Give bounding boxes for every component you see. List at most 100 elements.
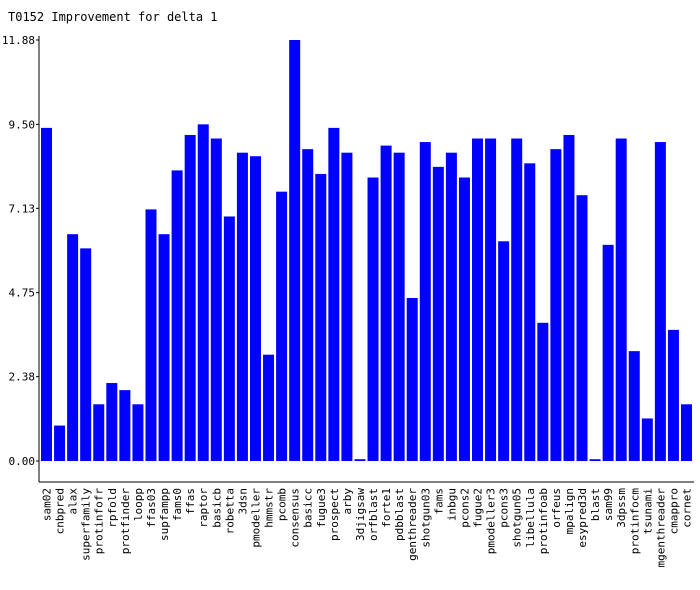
- bar-pdbblast: [393, 152, 405, 461]
- x-tick-label: orfblast: [367, 488, 380, 541]
- bar-pmodeller3: [485, 138, 497, 461]
- bars: [41, 40, 692, 462]
- y-tick-label: 9.50: [9, 118, 36, 131]
- x-tick-label: 3dpssm: [615, 488, 628, 528]
- bar-tsunami: [641, 418, 653, 461]
- bar-prospect: [328, 127, 340, 461]
- bar-3dpssm: [615, 138, 627, 461]
- x-tick-label: raptor: [197, 488, 210, 528]
- bar-supfampp: [158, 234, 170, 461]
- x-tick-label: rpfold: [106, 488, 119, 528]
- bar-pcons2: [458, 177, 470, 461]
- bar-pcons3: [498, 241, 510, 461]
- x-tick-label: alax: [67, 488, 80, 515]
- x-tick-label: supfampp: [158, 488, 171, 541]
- x-tick-label: pmodeller: [249, 488, 262, 548]
- x-tick-label: libellula: [524, 488, 537, 548]
- y-tick-label: 0.00: [9, 455, 36, 468]
- x-tick-label: pcomb: [276, 488, 289, 521]
- bar-genthreader: [406, 297, 418, 461]
- x-tick-label: protinfofr: [93, 488, 106, 555]
- bar-sam02: [41, 127, 52, 461]
- x-tick-label: mgenthreader: [654, 488, 667, 568]
- bar-orfblast: [367, 177, 379, 461]
- bar-shotgun03: [419, 142, 431, 461]
- x-tick-label: loopp: [132, 488, 145, 521]
- bar-hmmstr: [263, 354, 275, 461]
- y-tick-label: 7.13: [9, 202, 36, 215]
- x-tick-label: 3djigsaw: [354, 488, 367, 541]
- x-tick-label: consensus: [289, 488, 302, 548]
- bar-shotgun05: [511, 138, 523, 461]
- bar-pmodeller: [249, 156, 261, 461]
- x-tick-label: protinfocm: [628, 488, 641, 555]
- x-tick-label: pdbblast: [393, 488, 406, 541]
- x-tick-label: arby: [341, 488, 354, 515]
- bar-superfamily: [80, 248, 92, 461]
- bar-esypred3d: [576, 195, 588, 462]
- bar-basicb: [210, 138, 222, 461]
- x-tick-label: shotgun05: [511, 488, 524, 548]
- bar-loopp: [132, 404, 144, 461]
- x-tick-label: blast: [589, 488, 602, 521]
- bar-rpfold: [106, 383, 118, 461]
- chart-title: T0152 Improvement for delta 1: [8, 10, 218, 24]
- bar-inbgu: [445, 152, 457, 461]
- x-tick-label: esypred3d: [576, 488, 589, 548]
- bar-mpalign: [563, 134, 575, 461]
- x-tick-label: pcons2: [458, 488, 471, 528]
- x-tick-label: inbgu: [445, 488, 458, 521]
- bar-arby: [341, 152, 353, 461]
- x-tick-label: ffas: [184, 488, 197, 515]
- bar-alax: [67, 234, 79, 461]
- x-tick-label: prospect: [328, 488, 341, 541]
- bar-raptor: [197, 124, 209, 462]
- x-tick-label: cornet: [681, 488, 694, 528]
- x-tick-label: forte1: [380, 488, 393, 528]
- x-tick-label: pmodeller3: [485, 488, 498, 554]
- y-tick-label: 2.38: [9, 371, 36, 384]
- bar-protinfocm: [628, 351, 640, 461]
- x-tick-label: fugue2: [472, 488, 485, 528]
- x-tick-label: protinfoab: [537, 488, 550, 554]
- x-tick-label: protfinder: [119, 488, 132, 555]
- x-tick-label: sam02: [41, 488, 54, 521]
- x-tick-label: genthreader: [406, 488, 419, 561]
- bar-forte1: [380, 145, 392, 461]
- bar-consensus: [289, 40, 301, 461]
- bar-protinfofr: [93, 404, 105, 461]
- x-tick-label: 3dsn: [236, 488, 249, 515]
- y-axis-ticks: 0.00 2.38 4.75 7.13 9.50 11.88: [2, 34, 39, 468]
- x-tick-label: cnbpred: [54, 488, 67, 534]
- bar-fugue3: [315, 173, 327, 462]
- x-tick-label: superfamily: [80, 488, 93, 561]
- bar-3dsn: [236, 152, 248, 461]
- bar-3djigsaw: [354, 459, 366, 461]
- x-tick-label: hmmstr: [263, 488, 276, 528]
- y-tick-label: 11.88: [2, 34, 35, 47]
- bar-protfinder: [119, 390, 131, 461]
- bar-fams: [432, 166, 444, 461]
- bar-cmappro: [667, 329, 679, 461]
- x-tick-label: mpalign: [563, 488, 576, 534]
- bar-fugue2: [472, 138, 484, 461]
- x-tick-label: fams0: [171, 488, 184, 521]
- bar-ffas03: [145, 209, 157, 461]
- bar-orfeus: [550, 149, 562, 462]
- bar-pcomb: [276, 191, 288, 461]
- x-tick-label: orfeus: [550, 488, 563, 528]
- x-tick-label: robetta: [223, 488, 236, 534]
- x-tick-label: cmappro: [667, 488, 680, 534]
- x-tick-label: shotgun03: [419, 488, 432, 548]
- x-tick-label: fugue3: [315, 488, 328, 528]
- bar-ffas: [184, 134, 196, 461]
- x-tick-label: fams: [432, 488, 445, 515]
- bar-mgenthreader: [654, 142, 666, 461]
- bar-blast: [589, 459, 601, 461]
- bar-libellula: [524, 163, 536, 461]
- y-tick-label: 4.75: [9, 287, 36, 300]
- bar-basicc: [302, 149, 314, 462]
- bar-fams0: [171, 170, 183, 462]
- x-tick-label: ffas03: [145, 488, 158, 528]
